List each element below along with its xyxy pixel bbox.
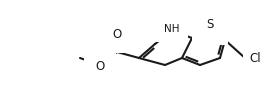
Text: S: S	[206, 17, 214, 31]
Text: O: O	[95, 60, 105, 72]
Text: O: O	[112, 29, 122, 41]
Text: NH: NH	[164, 24, 180, 34]
Text: Cl: Cl	[249, 51, 261, 65]
